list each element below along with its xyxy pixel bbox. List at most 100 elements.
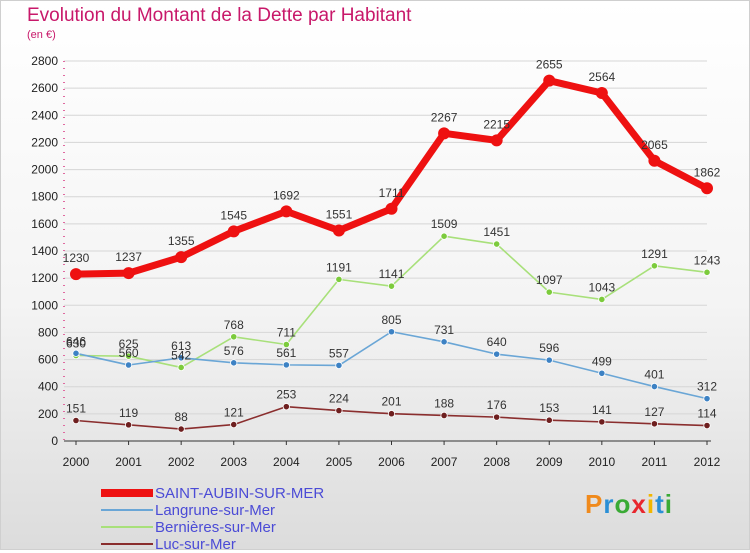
- data-label: 2065: [641, 138, 668, 152]
- data-point: [703, 268, 711, 276]
- data-label: 2215: [483, 117, 510, 131]
- data-point: [650, 420, 659, 428]
- x-tick-label: 2002: [168, 455, 195, 469]
- data-point: [493, 240, 501, 248]
- data-point: [440, 338, 448, 346]
- y-tick-label: 600: [38, 353, 58, 367]
- legend-label: SAINT-AUBIN-SUR-MER: [155, 485, 325, 502]
- data-label: 1451: [483, 225, 510, 239]
- data-point: [385, 202, 398, 215]
- x-tick-label: 2001: [115, 455, 142, 469]
- data-point: [650, 262, 659, 270]
- data-point: [543, 74, 556, 87]
- data-point: [598, 295, 606, 304]
- y-tick-label: 1800: [31, 190, 58, 204]
- data-point: [177, 354, 185, 362]
- proxiti-logo: Proxiti: [585, 489, 673, 519]
- x-tick-label: 2004: [273, 455, 300, 469]
- data-point: [282, 340, 290, 349]
- data-point: [124, 361, 133, 369]
- data-point: [387, 328, 396, 336]
- data-label: 1230: [63, 251, 90, 265]
- series-line-3: [75, 405, 708, 430]
- data-label: 253: [276, 388, 296, 402]
- data-point: [230, 333, 238, 341]
- data-label: 1509: [431, 217, 458, 231]
- data-point: [598, 369, 606, 377]
- data-label: 176: [487, 398, 507, 412]
- data-label: 499: [592, 354, 612, 368]
- data-label: 401: [644, 368, 664, 382]
- grid: [64, 60, 707, 442]
- data-label: 151: [66, 402, 86, 416]
- data-label: 731: [434, 323, 454, 337]
- x-tick-label: 2006: [378, 455, 405, 469]
- x-tick-label: 2009: [536, 455, 563, 469]
- legend-label: Langrune-sur-Mer: [155, 502, 276, 519]
- data-label: 1355: [168, 234, 195, 248]
- data-point: [227, 225, 240, 238]
- data-label: 1862: [694, 165, 721, 179]
- data-point: [282, 361, 290, 369]
- data-label: 711: [277, 326, 296, 340]
- y-tick-label: 2400: [31, 108, 58, 122]
- data-point: [230, 359, 238, 367]
- y-tick-label: 0: [51, 434, 58, 448]
- x-tick-label: 2005: [326, 455, 353, 469]
- data-label: 1551: [326, 208, 353, 222]
- data-point: [440, 411, 448, 420]
- data-point: [490, 134, 503, 147]
- data-label: 312: [697, 380, 717, 394]
- y-tick-label: 2800: [31, 54, 58, 68]
- x-tick-label: 2003: [220, 455, 247, 469]
- data-point: [648, 154, 661, 167]
- legend-label: Bernières-sur-Mer: [155, 519, 276, 536]
- data-point: [122, 267, 135, 280]
- data-point: [177, 425, 185, 433]
- data-label: 1097: [536, 273, 563, 287]
- data-point: [335, 361, 343, 370]
- data-label: 1291: [641, 247, 668, 261]
- data-label: 2655: [536, 58, 563, 72]
- data-label: 141: [592, 403, 612, 417]
- data-label: 1243: [694, 253, 721, 267]
- data-label: 542: [171, 348, 191, 362]
- legend-swatch: [101, 489, 153, 497]
- data-point: [230, 420, 238, 429]
- data-label: 596: [539, 341, 559, 355]
- data-label: 121: [224, 406, 244, 420]
- data-labels: 151 119 88 121 253 224 201 188 176 153 141 127 114 63…: [63, 58, 721, 424]
- y-tick-label: 1000: [31, 298, 58, 312]
- data-point: [703, 395, 711, 403]
- data-point: [72, 416, 80, 425]
- data-label: 1237: [115, 250, 142, 264]
- data-label: 640: [487, 335, 507, 349]
- data-point: [598, 418, 606, 426]
- data-label: 114: [697, 407, 716, 421]
- data-point: [650, 382, 659, 391]
- data-label: 1141: [379, 267, 405, 281]
- data-point: [701, 182, 713, 195]
- chart-title: Evolution du Montant de la Dette par Hab…: [27, 5, 412, 26]
- data-point: [703, 421, 711, 430]
- x-tick-label: 2012: [694, 455, 721, 469]
- data-label: 201: [381, 395, 401, 409]
- data-label: 1191: [326, 260, 352, 274]
- data-point: [335, 406, 343, 415]
- data-label: 768: [224, 318, 244, 332]
- data-label: 188: [434, 396, 454, 410]
- data-label: 646: [66, 334, 86, 348]
- data-label: 153: [539, 401, 559, 415]
- data-point: [175, 251, 188, 264]
- legend-label: Luc-sur-Mer: [155, 536, 236, 553]
- legend-swatch: [101, 543, 153, 545]
- data-label: 625: [119, 337, 139, 351]
- data-point: [282, 403, 290, 411]
- data-point: [387, 410, 396, 418]
- data-label: 2564: [588, 70, 615, 84]
- x-tick-label: 2008: [483, 455, 510, 469]
- y-tick-label: 400: [38, 380, 58, 394]
- data-point: [595, 87, 608, 100]
- y-tick-label: 1600: [31, 217, 58, 231]
